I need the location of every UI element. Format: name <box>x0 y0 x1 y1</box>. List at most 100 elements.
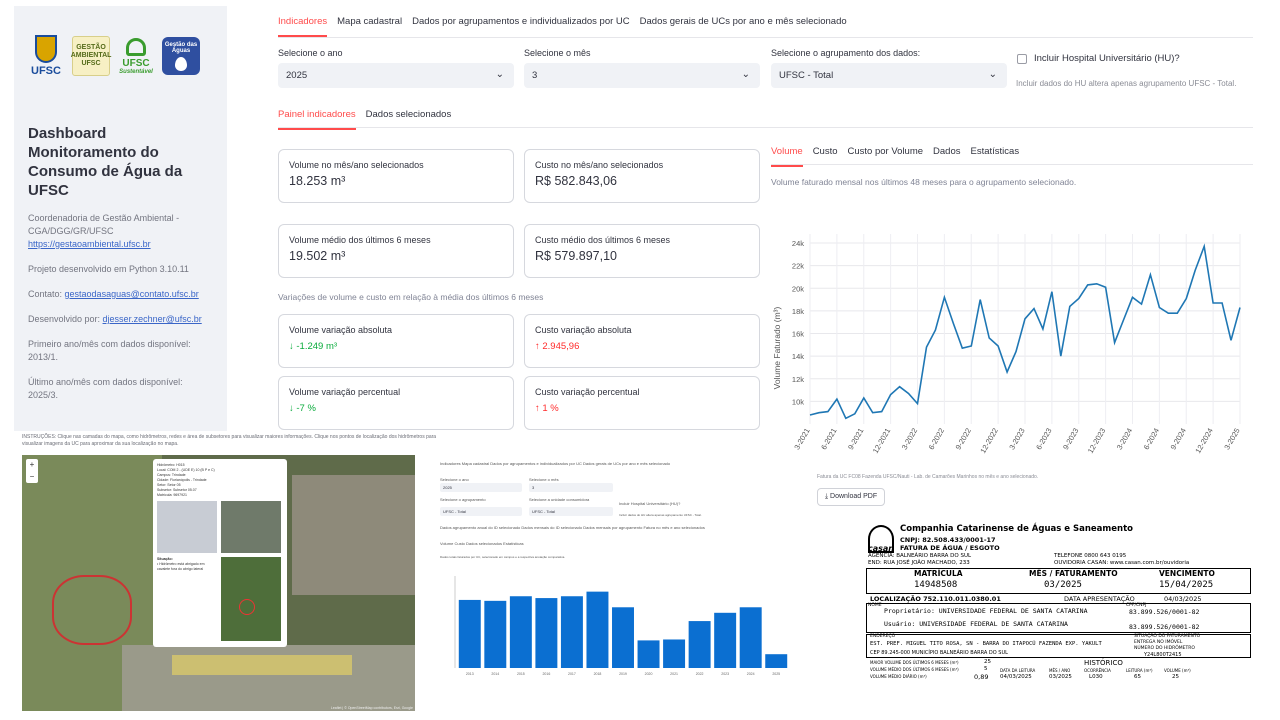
tab-dados[interactable]: Dados <box>933 146 961 157</box>
developer-email-link[interactable]: djesser.zechner@ufsc.br <box>102 314 202 324</box>
map-screenshot[interactable]: + − Hidrômetro: H015 Local: COM 2 - (UDE … <box>22 455 415 711</box>
tab-estatisticas[interactable]: Estatísticas <box>970 146 1020 157</box>
popup-line: Hidrômetro: H015 <box>157 463 185 467</box>
card-label: Volume no mês/ano selecionados <box>289 160 424 170</box>
invoice-matricula: 14948508 <box>914 580 958 590</box>
card-label: Custo variação percentual <box>535 387 640 397</box>
invoice-cnpj-2: 83.899.526/0001-82 <box>1129 623 1200 631</box>
tab-volume[interactable]: Volume <box>771 146 803 167</box>
sub-tabs-divider <box>278 127 1253 128</box>
y-tick-label: 10k <box>792 397 804 406</box>
mini-month-select[interactable]: 3 <box>529 483 613 492</box>
mini-bar <box>612 607 634 668</box>
invoice-maior: 25 <box>984 659 991 665</box>
hu-checkbox[interactable] <box>1017 54 1027 64</box>
invoice-cnpj-1: 83.899.526/0001-82 <box>1129 608 1200 616</box>
invoice-endereco: EST. PREF. MIGUEL TITO ROSA, SN - BARRA … <box>870 641 1102 647</box>
card-label: Custo variação absoluta <box>535 325 632 335</box>
cost-pct-variation-card: Custo variação percentual ↑ 1 % <box>524 376 760 430</box>
popup-line: Subsetor: Subsetor 05.07 <box>157 488 197 492</box>
tab-painel-indicadores[interactable]: Painel indicadores <box>278 109 356 130</box>
year-select[interactable]: 2025 ⌄ <box>278 63 514 88</box>
card-value: R$ 579.897,10 <box>535 249 618 263</box>
invoice-situacao-label: SITUAÇÃO DO FATURAMENTO <box>1134 634 1201 639</box>
x-tick-label: 3-2024 <box>1115 427 1134 452</box>
last-data-text: Último ano/mês com dados disponível: 202… <box>28 377 183 400</box>
x-tick-label: 3-2025 <box>1222 427 1241 452</box>
zoom-out-icon[interactable]: − <box>29 472 35 481</box>
x-tick-label: 3-2023 <box>1007 427 1026 452</box>
main-tabs: Indicadores Mapa cadastral Dados por agr… <box>278 16 847 37</box>
mini-year-select[interactable]: 2025 <box>440 483 522 492</box>
cost-avg-card: Custo médio dos últimos 6 meses R$ 579.89… <box>524 224 760 278</box>
mini-tabs: Indicadores Mapa cadastral Dados por agr… <box>440 461 671 466</box>
mini-bar <box>637 640 660 668</box>
chart-tabs-divider <box>771 164 1253 165</box>
mini-uc-select[interactable]: UFSC - Total <box>529 507 613 516</box>
map-zoom-control[interactable]: + − <box>26 459 38 483</box>
invoice-address: END: RUA JOSÉ JOÃO MACHADO, 233 <box>868 560 970 566</box>
download-pdf-button[interactable]: ⤓ Download PDF <box>817 488 886 506</box>
mini-caption: Dados totais faturados por UC, seleciona… <box>440 555 566 559</box>
mini-bar <box>688 621 711 668</box>
card-label: Volume variação absoluta <box>289 325 393 335</box>
tab-custo-volume[interactable]: Custo por Volume <box>847 146 924 157</box>
variation-note: Variações de volume e custo em relação à… <box>278 292 544 302</box>
tab-indicadores[interactable]: Indicadores <box>278 16 328 37</box>
tab-dados-gerais[interactable]: Dados gerais de UCs por ano e mês seleci… <box>639 16 847 27</box>
group-select[interactable]: UFSC - Total ⌄ <box>771 63 1007 88</box>
invoice-proprietario: Proprietário: UNIVERSIDADE FEDERAL DE SA… <box>884 607 1088 615</box>
water-drop-icon <box>175 56 187 71</box>
invoice-agency: AGÊNCIA: BALNEÁRIO BARRA DO SUL <box>868 553 972 559</box>
x-tick-label: 9-2023 <box>1061 427 1080 452</box>
casan-invoice-image: casan Companhia Catarinense de Águas e S… <box>864 522 1253 686</box>
ufsc-logo-text: UFSC <box>31 65 61 77</box>
tab-dados-selecionados[interactable]: Dados selecionados <box>365 109 452 120</box>
invoice-data-apres: 04/03/2025 <box>1164 595 1202 603</box>
chart-tabs: Volume Custo Custo por Volume Dados Esta… <box>771 146 1019 167</box>
popup-line: Cidade: Florianópolis - Trindade <box>157 478 207 482</box>
cost-month-card: Custo no mês/ano selecionados R$ 582.843,… <box>524 149 760 203</box>
mini-bar-label: 2019 <box>619 672 627 676</box>
year-label: Selecione o ano <box>278 48 343 58</box>
mini-group-select[interactable]: UFSC - Total <box>440 507 522 516</box>
x-tick-label: 12-2023 <box>1086 427 1108 455</box>
invoice-cnpj: CNPJ: 82.508.433/0001-17 <box>900 536 996 544</box>
delta-up-value: ↑ 2.945,96 <box>535 341 580 352</box>
invoice-hidro-label: NÚMERO DO HIDRÔMETRO <box>1134 646 1195 651</box>
invoice-ouvidoria: OUVIDORIA CASAN: www.casan.com.br/ouvido… <box>1054 560 1190 566</box>
chart-grid <box>809 234 1241 424</box>
invoice-owner-box <box>866 603 1251 633</box>
site-link[interactable]: https://gestaoambiental.ufsc.br <box>28 239 151 249</box>
y-tick-label: 12k <box>792 375 804 384</box>
invoice-nome-label: NOME <box>868 603 882 608</box>
download-icon: ⤓ <box>825 493 831 500</box>
contact-text: Contato: gestaodasaguas@contato.ufsc.br <box>28 288 213 301</box>
zoom-in-icon[interactable]: + <box>29 460 35 469</box>
sust-logo-text: UFSC <box>122 57 150 69</box>
invoice-cpf-label: CPF/CNPJ <box>1126 603 1147 608</box>
card-label: Volume médio dos últimos 6 meses <box>289 235 431 245</box>
invoice-hist-cell: 65 <box>1134 674 1141 680</box>
month-select[interactable]: 3 ⌄ <box>524 63 760 88</box>
mini-bar-label: 2024 <box>747 672 755 676</box>
contact-prefix: Contato: <box>28 289 65 299</box>
x-tick-label: 6-2022 <box>927 427 946 452</box>
tab-dados-agrupamentos[interactable]: Dados por agrupamentos e individualizado… <box>412 16 630 27</box>
volume-avg-card: Volume médio dos últimos 6 meses 19.502 m… <box>278 224 514 278</box>
contact-email-link[interactable]: gestaodasaguas@contato.ufsc.br <box>64 289 199 299</box>
y-tick-label: 24k <box>792 239 804 248</box>
mini-bar-label: 2025 <box>772 672 780 676</box>
tab-custo[interactable]: Custo <box>812 146 838 157</box>
invoice-hist-cell: 03/2025 <box>1049 674 1072 680</box>
invoice-diario: 0,89 <box>974 673 989 681</box>
mini-hu-label: Incluir Hospital Universitário (HU)? <box>619 501 681 506</box>
y-tick-label: 16k <box>792 330 804 339</box>
invoice-menor-label: VOLUME MÉDIO DOS ÚLTIMOS 6 MESES (m³) <box>870 667 959 672</box>
popup-note-text: • Hidrômetro está abrigado em cavalete f… <box>157 562 205 571</box>
tab-mapa-cadastral[interactable]: Mapa cadastral <box>337 16 403 27</box>
x-tick-label: 12-2021 <box>871 427 893 455</box>
ufsc-logo: UFSC <box>28 35 64 77</box>
hu-hint: Incluir dados do HU altera apenas agrupa… <box>1016 79 1237 88</box>
